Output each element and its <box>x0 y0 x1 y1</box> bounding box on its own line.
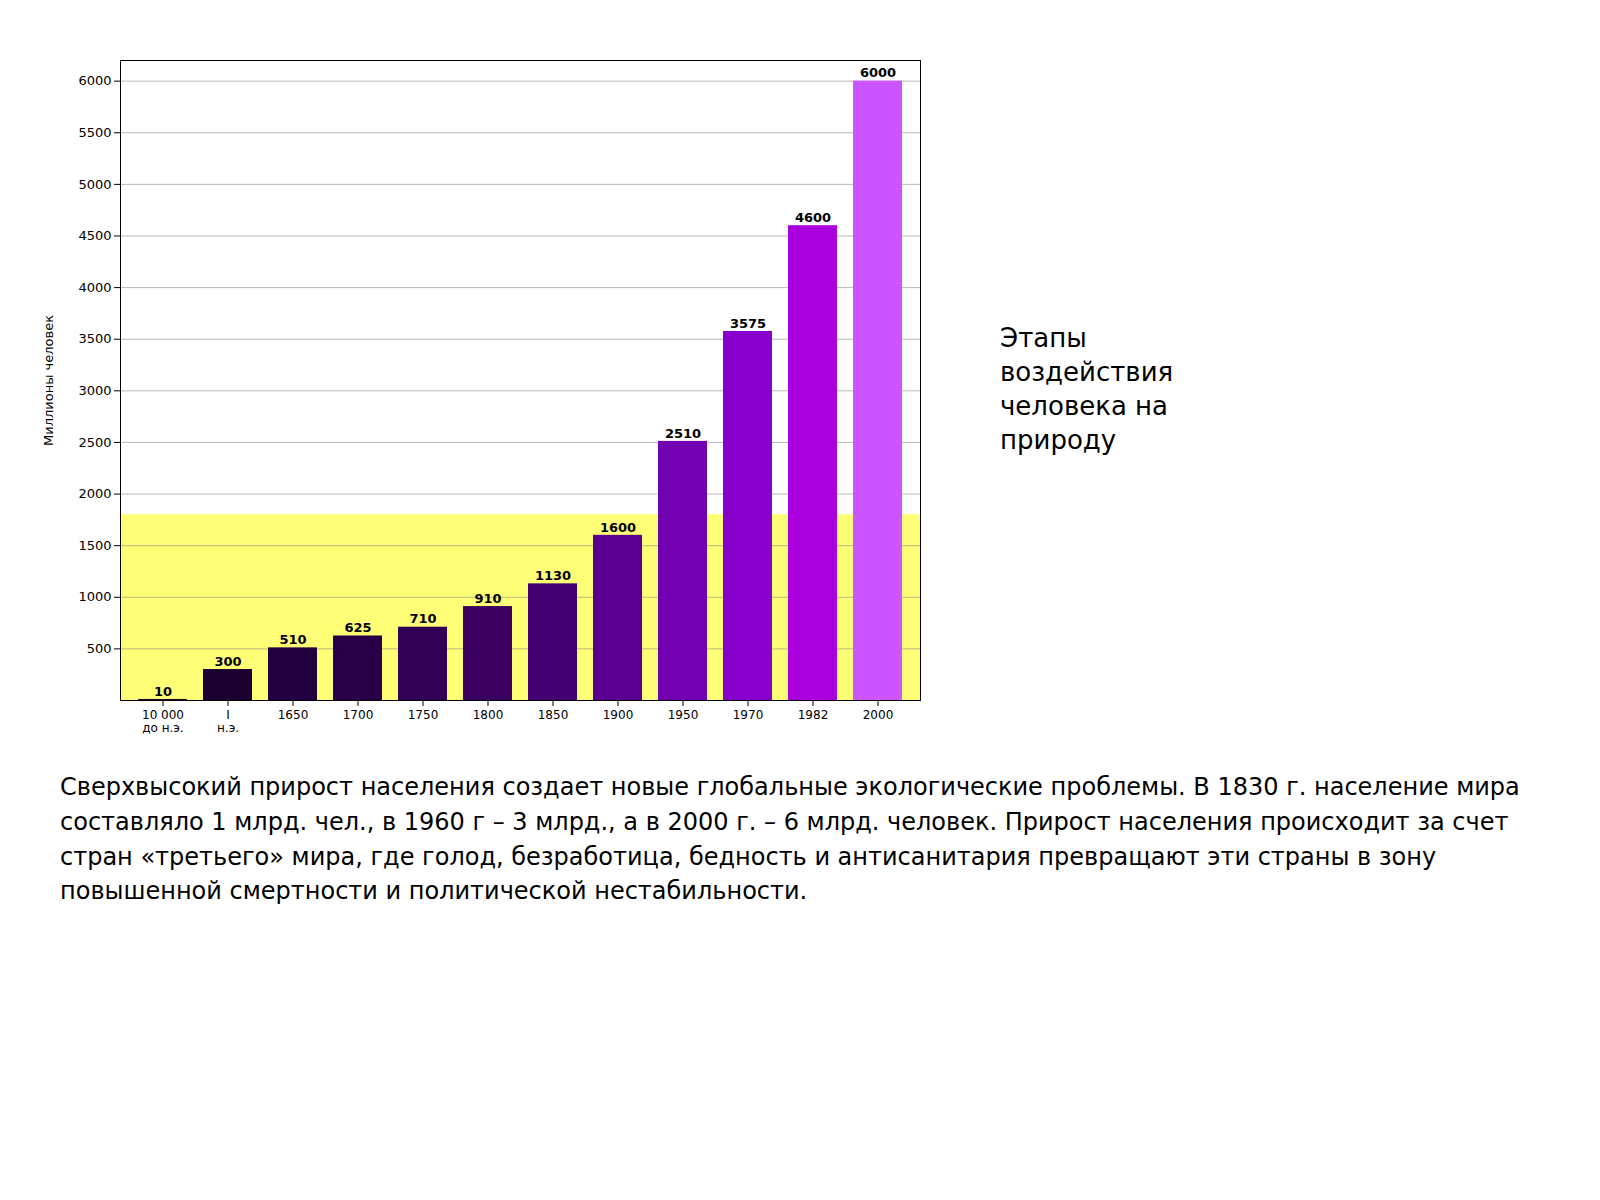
svg-text:3500: 3500 <box>78 331 111 346</box>
svg-text:4000: 4000 <box>78 280 111 295</box>
svg-text:1970: 1970 <box>733 708 764 722</box>
svg-text:3000: 3000 <box>78 383 111 398</box>
svg-text:2000: 2000 <box>863 708 894 722</box>
svg-text:1700: 1700 <box>343 708 374 722</box>
svg-text:1750: 1750 <box>408 708 439 722</box>
svg-text:1500: 1500 <box>78 538 111 553</box>
svg-text:10 000до н.э.: 10 000до н.э. <box>142 708 184 735</box>
svg-text:710: 710 <box>409 611 436 626</box>
svg-text:5000: 5000 <box>78 177 111 192</box>
svg-text:500: 500 <box>87 641 112 656</box>
svg-text:1600: 1600 <box>600 519 636 534</box>
svg-text:1800: 1800 <box>473 708 504 722</box>
svg-text:510: 510 <box>279 632 306 647</box>
svg-text:4600: 4600 <box>795 210 831 225</box>
svg-text:1130: 1130 <box>535 568 571 583</box>
svg-text:1982: 1982 <box>798 708 829 722</box>
svg-text:5500: 5500 <box>78 125 111 140</box>
svg-text:10: 10 <box>154 684 172 699</box>
html-text:Этапы воздействия человека на: Этапы воздействия человека на природу <box>1000 323 1174 455</box>
svg-text:4500: 4500 <box>78 228 111 243</box>
svg-text:6000: 6000 <box>860 65 896 80</box>
svg-text:625: 625 <box>344 620 371 635</box>
svg-text:1950: 1950 <box>668 708 699 722</box>
svg-text:1900: 1900 <box>603 708 634 722</box>
svg-text:910: 910 <box>474 591 501 606</box>
html-text:Сверхвысокий прирост населения: Сверхвысокий прирост населения создает н… <box>60 773 1520 906</box>
svg-text:6000: 6000 <box>78 73 111 88</box>
svg-text:2000: 2000 <box>78 486 111 501</box>
svg-text:300: 300 <box>214 654 241 669</box>
svg-text:Iн.э.: Iн.э. <box>217 708 239 735</box>
svg-text:Миллионы человек: Миллионы человек <box>41 315 56 446</box>
svg-text:2500: 2500 <box>78 435 111 450</box>
svg-text:1850: 1850 <box>538 708 569 722</box>
svg-text:1000: 1000 <box>78 589 111 604</box>
svg-text:3575: 3575 <box>730 316 766 331</box>
svg-text:2510: 2510 <box>665 426 701 441</box>
svg-text:1650: 1650 <box>278 708 309 722</box>
